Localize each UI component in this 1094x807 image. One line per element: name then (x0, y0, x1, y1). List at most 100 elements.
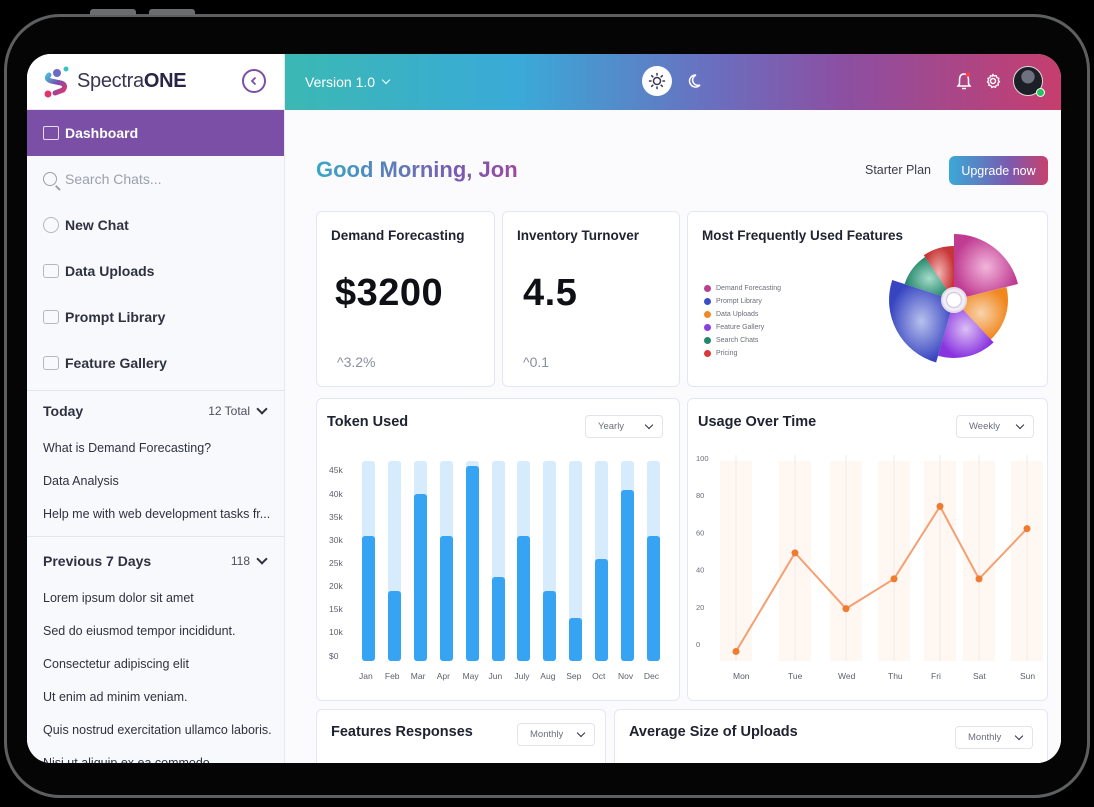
x-axis-tick: Fri (931, 671, 941, 681)
y-axis-tick: 40k (329, 489, 343, 499)
responses-period-dropdown[interactable]: Monthly (517, 723, 595, 746)
y-axis-tick: $0 (329, 651, 339, 661)
chat-history-item[interactable]: Help me with web development tasks fr... (43, 506, 271, 521)
section-meta: 12 Total (208, 403, 268, 418)
chat-history-item[interactable]: Data Analysis (43, 473, 119, 488)
bar-apr[interactable] (439, 535, 453, 661)
y-axis-tick: 80 (696, 491, 704, 500)
section-count: 118 (230, 554, 250, 568)
bar-may[interactable] (465, 465, 479, 661)
gear-icon[interactable] (985, 73, 1001, 89)
top-right-actions (955, 66, 1045, 97)
bar-feb[interactable] (387, 590, 401, 661)
x-axis-tick: May (462, 671, 479, 681)
bar-track (569, 461, 583, 661)
bar-july[interactable] (517, 535, 531, 661)
pie-slice-search-chats[interactable] (904, 257, 954, 300)
sidebar-item-prompt-library[interactable]: Prompt Library (27, 294, 284, 340)
bar-aug[interactable] (543, 590, 557, 661)
chevron-down-icon (381, 75, 391, 85)
card-title: Features Responses (331, 724, 473, 740)
sidebar-item-label: Prompt Library (65, 309, 166, 325)
data-point-sat[interactable] (975, 575, 983, 583)
dropdown-value: Monthly (968, 732, 1002, 743)
uploads-period-dropdown[interactable]: Monthly (955, 726, 1033, 749)
moon-icon[interactable] (686, 73, 702, 89)
greeting-title: Good Morning, Jon (316, 157, 518, 182)
x-axis-tick: Feb (384, 671, 400, 681)
legend-item: Demand Forecasting (704, 282, 781, 295)
chevron-down-icon[interactable] (256, 403, 268, 415)
chat-history-item[interactable]: Consectetur adipiscing elit (43, 656, 189, 671)
sidebar-item-data-uploads[interactable]: Data Uploads (27, 248, 284, 294)
legend-dot (704, 311, 711, 318)
data-point-tue[interactable] (791, 549, 799, 557)
usage-over-time-card: Usage Over Time Weekly 0 20 40 60 80 100 Mon Tu… (687, 398, 1048, 701)
legend-item: Pricing (704, 347, 781, 360)
chevron-down-icon (644, 420, 654, 430)
version-label: Version 1.0 (305, 74, 376, 90)
bar-oct[interactable] (595, 558, 609, 661)
usage-line-chart: 0 20 40 60 80 100 Mon Tue Wed Thu Fri Sat Sun (696, 454, 1043, 681)
usage-period-dropdown[interactable]: Weekly (956, 415, 1034, 438)
x-axis-tick: Jan (359, 671, 373, 681)
bar-mar[interactable] (413, 494, 427, 661)
dropdown-value: Weekly (969, 421, 1000, 432)
chat-history-item[interactable]: Lorem ipsum dolor sit amet (43, 590, 194, 605)
data-point-sun[interactable] (1023, 525, 1031, 533)
chat-history-item[interactable]: Nisi ut aliquip ex ea commodo (43, 755, 210, 764)
collapse-sidebar-button[interactable] (242, 69, 266, 93)
y-axis-tick: 0 (696, 640, 700, 649)
card-title: Average Size of Uploads (629, 724, 798, 740)
chat-history-item[interactable]: Quis nostrud exercitation ullamco labori… (43, 722, 272, 737)
sidebar-item-new-chat[interactable]: New Chat (27, 202, 284, 248)
pie-slice-demand-forecasting[interactable] (954, 234, 1018, 300)
card-title: Most Frequently Used Features (702, 228, 904, 243)
sidebar-item-feature-gallery[interactable]: Feature Gallery (27, 340, 284, 386)
x-axis-tick: Sun (1020, 671, 1035, 681)
x-axis-tick: Sat (973, 671, 986, 681)
search-chats-input[interactable]: Search Chats... (27, 156, 284, 202)
token-used-card: Token Used Yearly $0 10k 15k 20k 25k 30k 35k 40… (316, 398, 680, 701)
chat-history-item[interactable]: What is Demand Forecasting? (43, 440, 212, 455)
sidebar: SpectraONE Dashboard Search Chats... New… (27, 54, 285, 763)
chevron-down-icon[interactable] (256, 553, 268, 565)
data-point-wed[interactable] (842, 605, 850, 613)
token-period-dropdown[interactable]: Yearly (585, 415, 663, 438)
sidebar-item-dashboard[interactable]: Dashboard (27, 110, 284, 156)
bar-jun[interactable] (491, 577, 505, 661)
legend-item: Prompt Library (704, 295, 781, 308)
average-upload-size-card: Average Size of Uploads Monthly (614, 709, 1048, 763)
light-mode-button[interactable] (642, 66, 672, 96)
user-avatar[interactable] (1013, 66, 1045, 97)
version-selector[interactable]: Version 1.0 (305, 74, 391, 90)
bar-jan[interactable] (362, 535, 375, 661)
bar-dec[interactable] (646, 535, 660, 661)
sidebar-item-label: Data Uploads (65, 263, 155, 279)
data-point-mon[interactable] (732, 647, 740, 655)
data-point-thu[interactable] (890, 575, 898, 583)
y-axis-tick: 15k (329, 604, 343, 614)
bar-sep[interactable] (569, 618, 583, 661)
chevron-down-icon (1014, 731, 1024, 741)
bell-icon[interactable] (955, 71, 973, 91)
upgrade-button[interactable]: Upgrade now (949, 156, 1048, 185)
section-today-header[interactable]: Today 12 Total (27, 391, 284, 431)
x-axis-tick: Mar (410, 671, 426, 681)
pie-slice-prompt-library[interactable] (889, 280, 954, 363)
data-point-fri[interactable] (936, 502, 944, 510)
chat-history-item[interactable]: Ut enim ad minim veniam. (43, 689, 188, 704)
dashboard-icon (43, 126, 59, 140)
legend-item: Feature Gallery (704, 321, 781, 334)
bar-nov[interactable] (621, 489, 634, 661)
chat-history-item[interactable]: Sed do eiusmod tempor incididunt. (43, 623, 236, 638)
pie-slice-data-uploads[interactable] (954, 287, 1008, 340)
pie-slice-feature-gallery[interactable] (938, 300, 994, 359)
kpi-delta: ^3.2% (337, 354, 376, 370)
features-responses-card: Features Responses Monthly (316, 709, 606, 763)
pie-slice-pricing[interactable] (923, 245, 954, 300)
section-title: Previous 7 Days (43, 553, 152, 569)
section-previous-header[interactable]: Previous 7 Days 118 (27, 541, 284, 581)
brand-name: SpectraONE (77, 70, 187, 92)
y-axis-tick: 100 (696, 454, 709, 463)
